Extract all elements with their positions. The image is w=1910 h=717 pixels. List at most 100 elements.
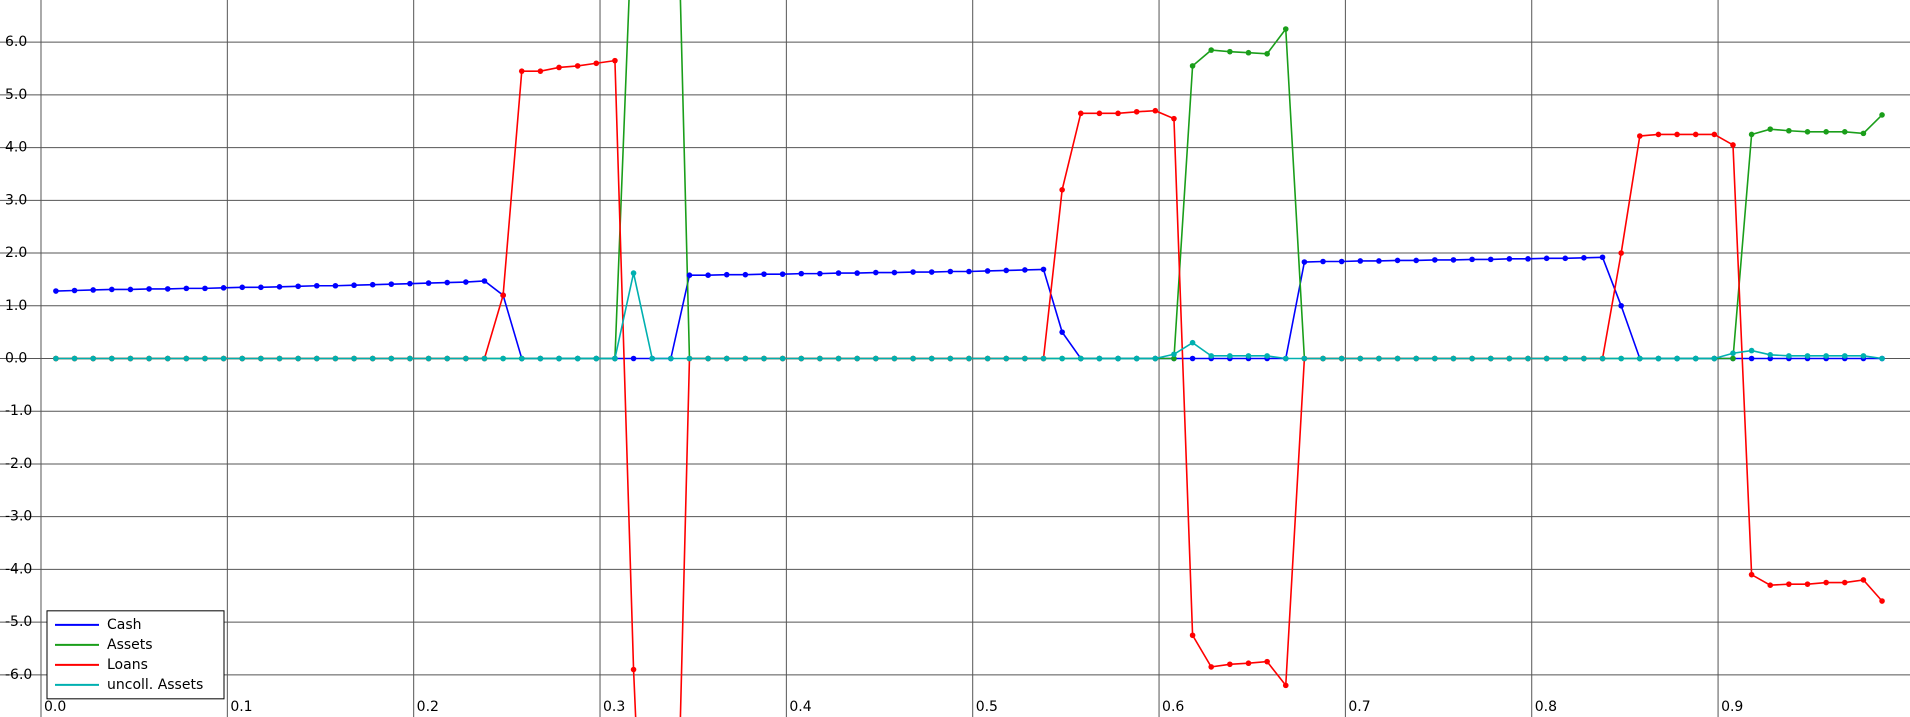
legend: Cash Assets Loans uncoll. Assets — [46, 610, 225, 700]
data-point — [723, 355, 730, 362]
data-point — [1823, 129, 1829, 135]
data-point — [947, 355, 954, 362]
data-point — [705, 272, 711, 279]
data-point — [1487, 256, 1494, 263]
data-point — [537, 355, 544, 362]
data-point — [798, 270, 805, 277]
data-point — [1227, 48, 1233, 55]
x-tick-label: 0.6 — [1162, 699, 1184, 715]
y-tick-label: 2.0 — [5, 245, 27, 261]
data-point — [1748, 131, 1755, 138]
data-point — [518, 68, 525, 74]
data-point — [1376, 258, 1382, 264]
data-point — [537, 68, 544, 74]
data-point — [574, 63, 581, 69]
y-tick-label: 1.0 — [5, 298, 27, 314]
data-point — [612, 57, 618, 64]
data-point — [1674, 355, 1680, 362]
data-point — [109, 286, 115, 293]
x-tick-label: 0.0 — [44, 699, 66, 715]
data-point — [947, 268, 954, 275]
y-tick-label: 3.0 — [5, 192, 27, 208]
data-point — [1767, 126, 1774, 132]
data-point — [313, 282, 320, 289]
data-point — [1618, 250, 1624, 256]
data-point — [1637, 355, 1643, 362]
data-point — [1096, 110, 1103, 117]
data-point — [835, 270, 842, 276]
data-point — [1655, 355, 1662, 362]
data-point — [686, 272, 693, 279]
data-point — [705, 355, 711, 362]
data-point — [444, 279, 451, 286]
data-point — [388, 355, 395, 362]
y-tick-label: -4.0 — [5, 561, 32, 577]
data-point — [798, 355, 805, 362]
data-point — [1581, 355, 1587, 362]
data-point — [1823, 579, 1829, 586]
data-point — [1767, 582, 1774, 588]
data-point — [407, 355, 413, 362]
data-point — [332, 355, 339, 362]
data-point — [1767, 352, 1774, 358]
data-point — [761, 355, 767, 362]
data-point — [1730, 350, 1736, 357]
data-point — [1860, 577, 1867, 583]
data-point — [1692, 131, 1699, 138]
data-point — [127, 286, 134, 293]
data-point — [873, 269, 879, 276]
x-tick-label: 0.3 — [603, 699, 625, 715]
data-point — [1189, 339, 1196, 346]
data-point — [574, 355, 581, 362]
legend-label: Cash — [107, 617, 142, 633]
data-point — [1860, 353, 1867, 359]
data-point — [1618, 355, 1624, 362]
data-point — [1264, 353, 1270, 359]
y-tick-label: 6.0 — [5, 34, 27, 50]
y-tick-label: -6.0 — [5, 667, 32, 683]
data-point — [444, 355, 451, 362]
data-point — [1469, 355, 1475, 362]
x-tick-label: 0.8 — [1535, 699, 1557, 715]
data-point — [369, 281, 376, 288]
data-point — [500, 355, 506, 362]
data-point — [1506, 256, 1513, 262]
data-point — [1022, 267, 1028, 273]
data-point — [220, 355, 227, 362]
legend-label: uncoll. Assets — [107, 677, 203, 693]
data-point — [1841, 353, 1848, 359]
data-point — [463, 279, 469, 285]
data-point — [984, 355, 991, 362]
data-point — [1618, 302, 1624, 309]
data-point — [276, 355, 283, 362]
data-point — [1804, 353, 1811, 359]
data-point — [1599, 355, 1606, 362]
data-point — [183, 355, 190, 362]
data-point — [1040, 266, 1047, 273]
data-point — [1245, 49, 1252, 56]
data-point — [183, 285, 190, 292]
data-point — [258, 355, 264, 362]
data-point — [71, 287, 78, 294]
data-point — [1208, 47, 1215, 53]
y-tick-label: 5.0 — [5, 87, 27, 103]
data-point — [910, 269, 916, 275]
data-point — [742, 355, 749, 362]
data-point — [220, 285, 227, 291]
data-point — [1357, 355, 1364, 362]
data-point — [1301, 355, 1308, 362]
data-point — [239, 284, 246, 291]
data-point — [891, 355, 898, 362]
data-point — [313, 355, 320, 362]
data-point — [835, 355, 842, 362]
data-point — [1208, 353, 1215, 359]
data-point — [1320, 355, 1326, 362]
data-point — [481, 355, 488, 362]
data-point — [425, 280, 432, 286]
data-point — [53, 288, 59, 294]
y-tick-label: 4.0 — [5, 140, 27, 156]
data-point — [1133, 108, 1140, 115]
data-point — [1059, 186, 1065, 193]
data-point — [649, 355, 655, 362]
